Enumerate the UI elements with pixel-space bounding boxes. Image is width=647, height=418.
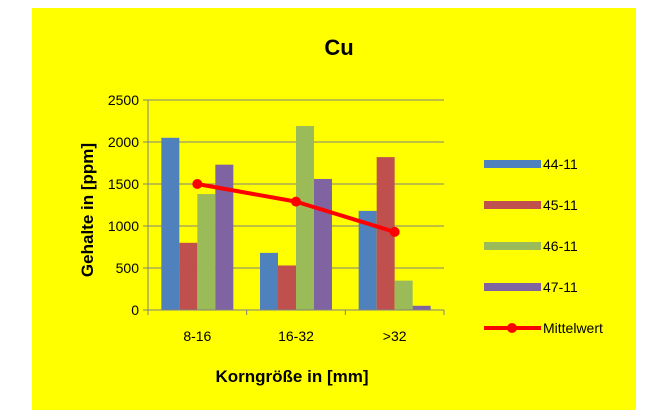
point-Mittelwert-16-32: [291, 196, 301, 207]
x-axis-label: Korngröße in [mm]: [216, 367, 369, 386]
x-tick-label: 16-32: [278, 328, 314, 344]
bar-47-11->32: [412, 305, 431, 310]
legend-label-45-11: 45-11: [543, 197, 578, 213]
bar-47-11-8-16: [215, 164, 234, 310]
bar-44-11-8-16: [161, 137, 180, 310]
bar-45-11-16-32: [278, 265, 296, 310]
legend-marker-Mittelwert: [507, 323, 517, 333]
chart-title: Cu: [324, 35, 353, 60]
bar-45-11-8-16: [179, 242, 198, 310]
y-tick-label: 2500: [108, 92, 139, 108]
point-Mittelwert-8-16: [192, 179, 203, 189]
legend-swatch-45-11: [484, 201, 541, 209]
legend-label-46-11: 46-11: [543, 238, 578, 254]
bar-47-11-16-32: [314, 178, 332, 310]
y-tick-label: 0: [131, 302, 139, 318]
y-axis-label: Gehalte in [ppm]: [78, 143, 97, 277]
x-tick-label: 8-16: [183, 328, 211, 344]
legend-label-44-11: 44-11: [543, 156, 578, 172]
legend-swatch-46-11: [484, 242, 541, 250]
legend-label-Mittelwert: Mittelwert: [543, 320, 603, 336]
bar-46-11-16-32: [296, 126, 314, 310]
y-tick-label: 2000: [108, 134, 139, 150]
bar-45-11->32: [376, 157, 395, 310]
bar-46-11-8-16: [197, 194, 216, 310]
y-tick-label: 1500: [108, 176, 139, 192]
legend-swatch-44-11: [484, 160, 541, 168]
bar-44-11-16-32: [260, 252, 278, 310]
y-tick-label: 500: [116, 260, 140, 276]
bar-46-11->32: [394, 280, 413, 310]
legend-label-47-11: 47-11: [543, 279, 578, 295]
bar-44-11->32: [358, 210, 377, 310]
y-tick-label: 1000: [108, 218, 139, 234]
x-tick-label: >32: [383, 328, 407, 344]
legend-swatch-47-11: [484, 283, 541, 291]
point-Mittelwert->32: [389, 226, 400, 237]
